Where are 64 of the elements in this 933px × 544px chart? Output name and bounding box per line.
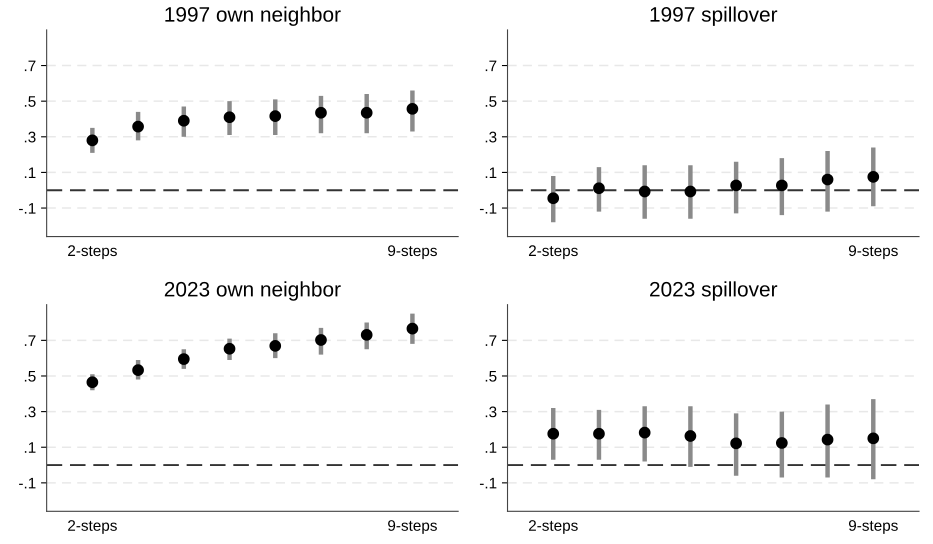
- point: [178, 114, 190, 127]
- point: [684, 186, 696, 198]
- y-tick-label: .7: [24, 335, 36, 346]
- y-tick-label: -.1: [480, 478, 496, 488]
- point: [406, 322, 418, 334]
- y-tick-label: .3: [486, 406, 496, 418]
- point: [867, 432, 880, 444]
- x-tick-label: 9-steps: [388, 520, 437, 534]
- y-tick-label: .7: [24, 60, 36, 72]
- point: [730, 437, 742, 450]
- point: [315, 106, 327, 119]
- point: [776, 180, 788, 192]
- y-tick-label: .5: [486, 96, 496, 107]
- y-tick-label: .1: [24, 442, 36, 453]
- point: [269, 110, 282, 122]
- point: [360, 328, 373, 341]
- point: [730, 180, 742, 192]
- y-tick-label: .3: [24, 132, 36, 142]
- point: [224, 111, 236, 124]
- x-tick-label: 9-steps: [388, 245, 437, 260]
- x-tick-label: 2-steps: [68, 520, 117, 534]
- x-tick-label: 9-steps: [848, 245, 898, 260]
- chart-title: 1997 spillover: [650, 6, 778, 26]
- point: [315, 334, 327, 346]
- y-tick-label: .5: [486, 371, 496, 382]
- x-tick-label: 9-steps: [848, 520, 898, 534]
- point: [86, 376, 98, 388]
- point: [406, 102, 418, 115]
- point: [593, 428, 605, 440]
- point: [593, 182, 605, 194]
- point: [269, 340, 282, 352]
- y-tick-label: .5: [24, 371, 36, 382]
- x-tick-label: 2-steps: [68, 245, 117, 260]
- point: [132, 120, 144, 132]
- point: [638, 426, 651, 438]
- y-tick-label: .5: [24, 96, 36, 107]
- point: [822, 174, 834, 186]
- point: [547, 192, 560, 204]
- point: [867, 171, 880, 183]
- point: [776, 437, 788, 449]
- x-tick-label: 2-steps: [528, 245, 578, 260]
- point: [224, 342, 236, 355]
- y-tick-label: -.1: [19, 478, 36, 488]
- y-tick-label: .1: [24, 167, 36, 178]
- y-tick-label: .1: [486, 167, 496, 178]
- chart-title: 2023 spillover: [650, 281, 778, 301]
- point: [360, 106, 373, 119]
- y-tick-label: -.1: [480, 203, 496, 214]
- y-tick-label: .3: [486, 132, 496, 142]
- point: [684, 430, 696, 442]
- point: [178, 353, 190, 365]
- point: [132, 364, 144, 376]
- point: [547, 428, 560, 440]
- chart-title: 1997 own neighbor: [165, 6, 341, 26]
- y-tick-label: .7: [486, 335, 496, 346]
- point: [86, 134, 98, 146]
- point: [638, 186, 651, 198]
- chart-title: 2023 own neighbor: [164, 281, 341, 301]
- y-tick-label: .7: [486, 60, 496, 72]
- point: [822, 434, 834, 446]
- y-tick-label: -.1: [19, 203, 36, 214]
- x-tick-label: 2-steps: [528, 520, 578, 534]
- y-tick-label: .3: [24, 406, 36, 418]
- y-tick-label: .1: [486, 442, 496, 453]
